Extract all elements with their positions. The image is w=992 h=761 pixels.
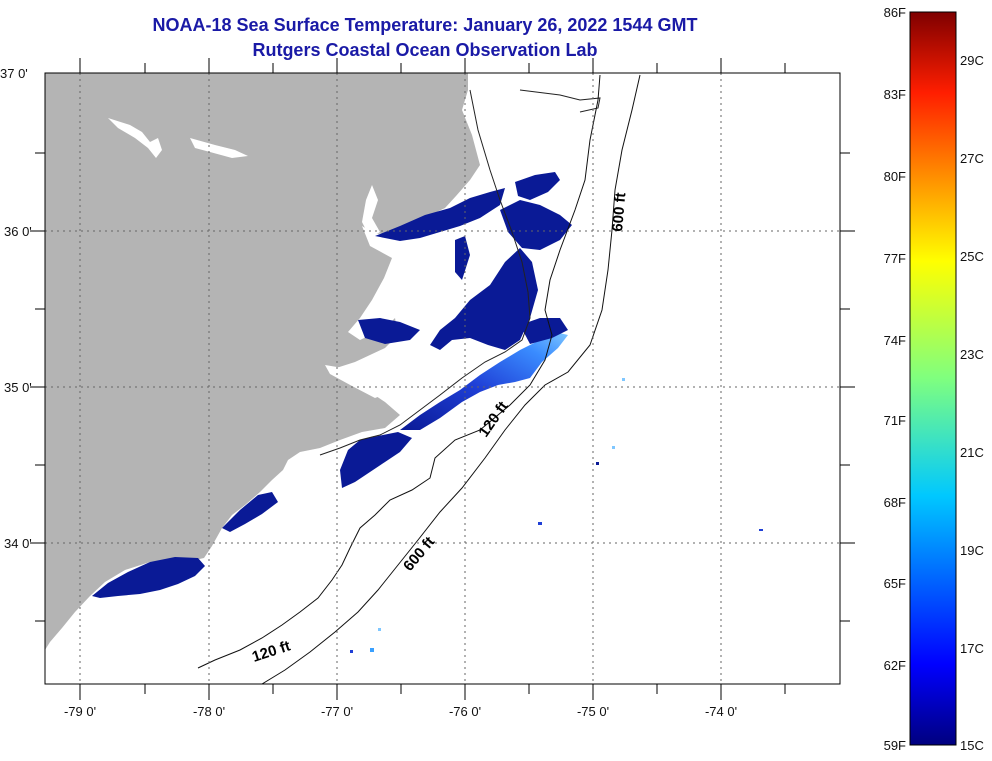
lon-label: -76 0' bbox=[449, 704, 481, 719]
lat-label: 36 0' bbox=[4, 224, 32, 239]
c-label: 29C bbox=[960, 53, 984, 68]
lon-label: -77 0' bbox=[321, 704, 353, 719]
coastal-shelf-water bbox=[400, 332, 568, 430]
c-label: 27C bbox=[960, 151, 984, 166]
lat-label: 37 0' bbox=[0, 66, 28, 81]
map-subtitle: Rutgers Coastal Ocean Observation Lab bbox=[252, 40, 598, 60]
graticule bbox=[45, 73, 840, 684]
c-label: 19C bbox=[960, 543, 984, 558]
long-bay-cold-water bbox=[92, 557, 205, 598]
contour-label-600ft-north: 600 ft bbox=[609, 192, 629, 233]
lon-label: -78 0' bbox=[193, 704, 225, 719]
c-label: 17C bbox=[960, 641, 984, 656]
onslow-cold-water bbox=[340, 432, 412, 488]
axis-ticks bbox=[30, 58, 855, 700]
map-title: NOAA-18 Sea Surface Temperature: January… bbox=[152, 15, 698, 35]
f-label: 77F bbox=[884, 251, 906, 266]
f-label: 65F bbox=[884, 576, 906, 591]
c-label: 15C bbox=[960, 738, 984, 753]
lat-label: 34 0' bbox=[4, 536, 32, 551]
c-label: 23C bbox=[960, 347, 984, 362]
map-frame bbox=[44, 72, 841, 685]
outer-banks-coastline bbox=[319, 89, 531, 456]
albemarle-sound-cold-water bbox=[375, 188, 505, 241]
pamlico-sound-cold-water bbox=[430, 248, 538, 350]
lon-label: -74 0' bbox=[705, 704, 737, 719]
f-label: 74F bbox=[884, 333, 906, 348]
colorbar-c-labels: 29C 27C 25C 23C 21C 19C 17C 15C bbox=[960, 53, 984, 753]
isobath-600ft bbox=[261, 74, 641, 684]
isobath-120ft bbox=[197, 74, 601, 669]
f-label: 62F bbox=[884, 658, 906, 673]
f-label: 68F bbox=[884, 495, 906, 510]
f-label: 71F bbox=[884, 413, 906, 428]
c-label: 25C bbox=[960, 249, 984, 264]
lon-label: -79 0' bbox=[64, 704, 96, 719]
colorbar-f-labels: 86F 83F 80F 77F 74F 71F 68F 65F 62F 59F bbox=[884, 5, 906, 753]
f-label: 83F bbox=[884, 87, 906, 102]
lat-label: 35 0' bbox=[4, 380, 32, 395]
f-label: 86F bbox=[884, 5, 906, 20]
c-label: 21C bbox=[960, 445, 984, 460]
f-label: 59F bbox=[884, 738, 906, 753]
temperature-colorbar bbox=[909, 11, 957, 746]
f-label: 80F bbox=[884, 169, 906, 184]
lon-label: -75 0' bbox=[577, 704, 609, 719]
